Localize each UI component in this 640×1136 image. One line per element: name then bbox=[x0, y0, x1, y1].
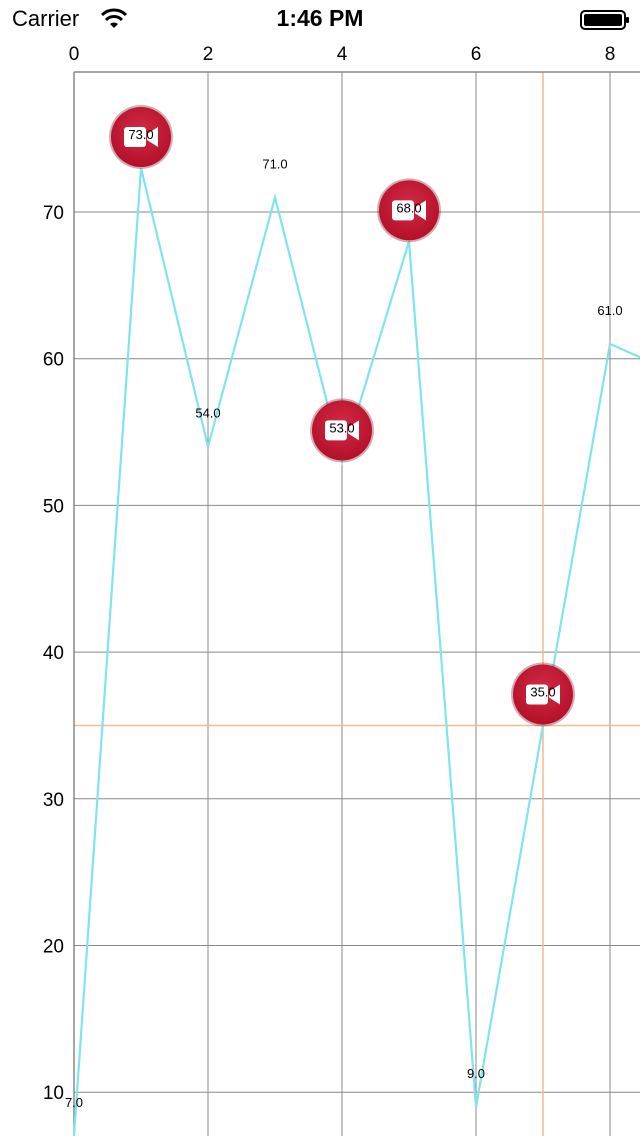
y-tick-label: 20 bbox=[43, 937, 64, 958]
camera-body bbox=[392, 200, 414, 221]
camera-lens bbox=[415, 200, 426, 221]
series-line bbox=[72, 167, 640, 1136]
video-camera-icon bbox=[377, 178, 441, 243]
data-label: 35.0 bbox=[530, 684, 555, 699]
data-label: 73.0 bbox=[128, 127, 153, 142]
data-label: 54.0 bbox=[195, 406, 220, 421]
data-label: 7.0 bbox=[65, 1095, 83, 1110]
x-tick-label: 6 bbox=[471, 44, 482, 65]
data-label: 71.0 bbox=[262, 156, 287, 171]
y-tick-label: 70 bbox=[43, 203, 64, 224]
video-camera-icon bbox=[109, 104, 173, 169]
data-label: 61.0 bbox=[597, 303, 622, 318]
y-tick-label: 30 bbox=[43, 790, 64, 811]
camera-body bbox=[526, 684, 548, 705]
camera-body bbox=[124, 126, 146, 147]
data-label: 9.0 bbox=[467, 1066, 485, 1081]
video-camera-icon bbox=[310, 398, 374, 463]
series-line-group bbox=[72, 167, 640, 1136]
status-bar: Carrier 1:46 PM bbox=[0, 0, 640, 40]
axes bbox=[73, 71, 640, 1136]
status-time: 1:46 PM bbox=[276, 5, 364, 31]
wifi-icon bbox=[100, 8, 128, 28]
camera-lens bbox=[348, 420, 359, 441]
video-camera-icon bbox=[511, 662, 575, 727]
camera-lens bbox=[147, 126, 158, 147]
y-tick-label: 50 bbox=[43, 496, 64, 517]
x-tick-label: 4 bbox=[337, 44, 348, 65]
carrier-label: Carrier bbox=[12, 6, 80, 31]
y-tick-label: 10 bbox=[43, 1083, 64, 1104]
tick-label-group: 0 2 4 6 8 10 20 30 40 50 60 70 bbox=[43, 44, 615, 1104]
y-tick-label: 40 bbox=[43, 643, 64, 664]
data-label: 53.0 bbox=[329, 420, 354, 435]
y-tick-label: 60 bbox=[43, 350, 64, 371]
data-label: 68.0 bbox=[396, 200, 421, 215]
x-tick-label: 2 bbox=[203, 44, 214, 65]
camera-body bbox=[325, 420, 347, 441]
marker-group bbox=[109, 104, 575, 727]
grid bbox=[74, 72, 640, 1136]
camera-lens bbox=[549, 684, 560, 705]
x-tick-label: 0 bbox=[69, 44, 80, 65]
highlight-crosshair bbox=[74, 72, 640, 1136]
x-tick-label: 8 bbox=[605, 44, 616, 65]
battery-icon bbox=[580, 10, 629, 30]
data-label-group: 7.0 73.0 54.0 71.0 53.0 68.0 9.0 35.0 61.0 bbox=[65, 127, 623, 1110]
